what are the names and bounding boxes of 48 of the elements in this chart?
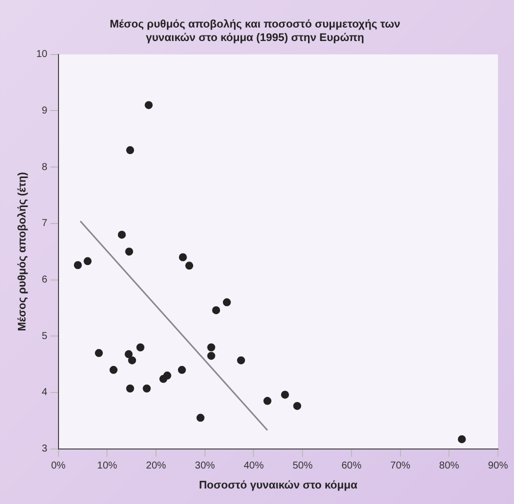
x-tick-label: 20% — [146, 460, 166, 472]
point — [124, 350, 133, 358]
y-tick-label: 8 — [42, 162, 48, 173]
point — [125, 248, 134, 256]
point — [212, 306, 220, 314]
point — [142, 384, 151, 393]
y-tick-label: 6 — [42, 274, 48, 286]
x-axis-title: Ποσοστό γυναικών στο κόμμα — [198, 479, 358, 492]
chart-title: Μέσος ρυθμός αποβολής και ποσοστό συμμετοχής των γυναικών στο κόμμα (1995) στην Ευρώπη — [110, 18, 400, 44]
point — [207, 352, 216, 360]
point — [178, 253, 187, 262]
point — [74, 261, 82, 270]
x-tick-label: 80% — [439, 460, 460, 472]
point — [263, 396, 272, 405]
y-tick-label: 3 — [42, 444, 48, 455]
point — [136, 343, 144, 352]
point — [293, 402, 302, 410]
x-tick-label: 40% — [244, 460, 264, 472]
point — [281, 390, 289, 399]
point — [144, 101, 153, 110]
point — [207, 343, 216, 352]
point — [126, 384, 134, 393]
y-tick-label: 9 — [42, 105, 48, 116]
x-tick-label: 0% — [51, 460, 66, 472]
point — [118, 230, 126, 239]
point — [110, 366, 118, 374]
point — [196, 414, 204, 422]
y-axis-title: Μέσος ρυθμός αποβολής (έτη) — [16, 172, 29, 332]
x-tick-label: 60% — [341, 460, 362, 472]
point — [94, 349, 103, 358]
point — [222, 298, 231, 306]
point — [178, 366, 186, 374]
x-tick-label: 50% — [292, 460, 313, 472]
x-tick-label: 30% — [194, 460, 215, 472]
x-tick-label: 10% — [97, 460, 118, 472]
y-tick-label: 7 — [42, 218, 48, 230]
y-tick-label: 10 — [36, 49, 48, 60]
point — [185, 262, 194, 270]
point — [128, 356, 136, 364]
point — [458, 435, 466, 444]
x-tick-label: 90% — [488, 460, 508, 472]
point — [163, 372, 172, 380]
y-tick-label: 5 — [42, 330, 48, 342]
point — [126, 146, 134, 154]
point — [237, 356, 246, 364]
x-tick-label: 70% — [390, 460, 410, 472]
y-tick-label: 4 — [42, 387, 48, 398]
point — [84, 257, 92, 266]
